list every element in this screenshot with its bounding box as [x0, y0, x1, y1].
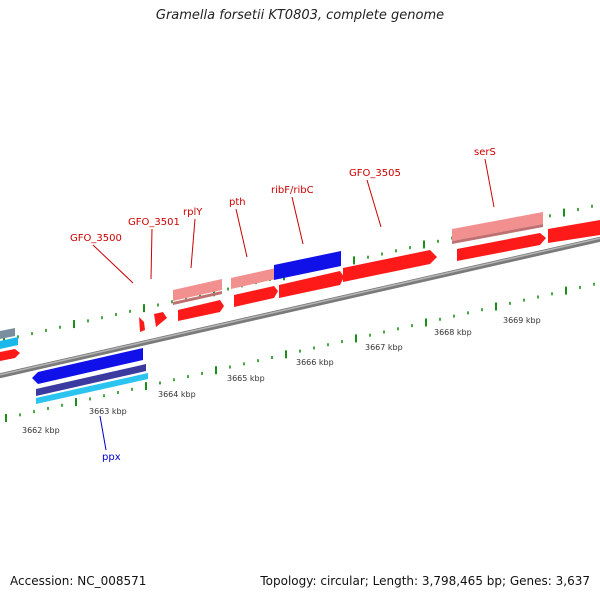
gene-GFO_3500[interactable]: [139, 317, 145, 332]
ruler-label: 3664 kbp: [158, 390, 196, 399]
gene-GFO_3505[interactable]: [343, 250, 437, 282]
gene-serS[interactable]: [452, 212, 546, 261]
gene-rplY[interactable]: [173, 279, 224, 321]
accession-text: Accession: NC_008571: [10, 574, 147, 588]
gene-label-GFO_3500: GFO_3500: [70, 233, 122, 244]
gene-label-leaders: [92, 158, 495, 451]
genome-title: Gramella forsetii KT0803, complete genom…: [155, 8, 445, 23]
ruler-label: 3665 kbp: [227, 374, 265, 383]
ruler-label: 3668 kbp: [434, 328, 472, 337]
ruler-label: 3667 kbp: [365, 343, 403, 352]
gene-ppx[interactable]: [32, 348, 148, 404]
inner-tick-row: [5, 282, 595, 422]
gene-right-edge: [548, 220, 600, 243]
gene-pth[interactable]: [231, 268, 278, 307]
ruler-label: 3666 kbp: [296, 358, 334, 367]
gene-label-rplY: rplY: [183, 207, 203, 218]
gene-GFO_3501[interactable]: [154, 312, 167, 327]
gene-label-serS: serS: [474, 147, 496, 158]
gene-ribF-ribC[interactable]: [274, 251, 344, 298]
ruler-label: 3663 kbp: [89, 407, 127, 416]
left-edge-feature-stack: [0, 328, 20, 361]
gene-label-GFO_3501: GFO_3501: [128, 217, 180, 228]
gene-label-ribF: ribF/ribC: [271, 185, 314, 196]
gene-label-ppx: ppx: [102, 452, 121, 463]
gene-label-GFO_3505: GFO_3505: [349, 168, 401, 179]
ruler-label: 3662 kbp: [22, 426, 60, 435]
genome-summary-text: Topology: circular; Length: 3,798,465 bp…: [260, 574, 590, 588]
gene-labels: GFO_3500 GFO_3501 rplY pth ribF/ribC GFO…: [70, 147, 496, 463]
ruler-label: 3669 kbp: [503, 316, 541, 325]
gene-label-pth: pth: [229, 197, 246, 208]
genome-backbone: [0, 236, 600, 379]
ruler-labels: 3662 kbp 3663 kbp 3664 kbp 3665 kbp 3666 kbp…: [22, 316, 541, 435]
